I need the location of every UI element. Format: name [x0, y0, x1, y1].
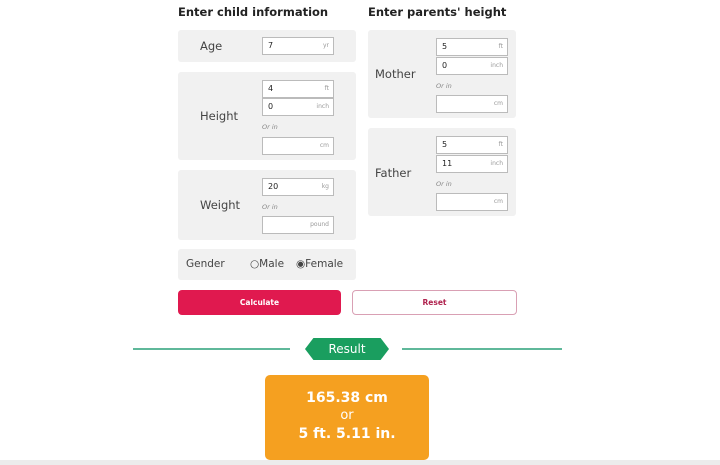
calculate-button[interactable]: Calculate [178, 290, 341, 315]
gender-label: Gender [186, 258, 225, 270]
mother-ft-input[interactable]: 5 ft [436, 38, 508, 56]
cm-unit: cm [493, 100, 503, 107]
age-input[interactable]: 7 yr [262, 37, 334, 55]
weight-kg-input[interactable]: 20 kg [262, 178, 334, 196]
kg-unit: kg [321, 183, 329, 190]
cm-unit: cm [319, 142, 329, 149]
mother-panel: Mother 5 ft 0 inch Or in cm [368, 30, 516, 118]
height-inch-input[interactable]: 0 inch [262, 98, 334, 116]
father-cm-input[interactable]: cm [436, 193, 508, 211]
height-inch-value: 0 [268, 102, 274, 111]
parents-height-heading: Enter parents' height [368, 5, 507, 19]
gender-female-radio[interactable]: ◉Female [296, 258, 343, 270]
mother-label: Mother [375, 67, 416, 81]
father-ft-value: 5 [442, 140, 448, 149]
result-divider-left [133, 348, 290, 350]
father-panel: Father 5 ft 11 inch Or in cm [368, 128, 516, 216]
result-box: 165.38 cm or 5 ft. 5.11 in. [265, 375, 429, 460]
or-in-label: Or in [436, 180, 452, 188]
bottom-bar [0, 460, 720, 465]
age-unit: yr [322, 42, 329, 49]
result-cm: 165.38 cm [306, 390, 388, 406]
age-value: 7 [268, 41, 274, 50]
mother-cm-input[interactable]: cm [436, 95, 508, 113]
father-ft-input[interactable]: 5 ft [436, 136, 508, 154]
gender-male-radio[interactable]: ○Male [250, 258, 284, 270]
inch-unit: inch [316, 103, 329, 110]
mother-ft-value: 5 [442, 42, 448, 51]
female-label: Female [305, 258, 344, 270]
mother-inch-value: 0 [442, 61, 448, 70]
gender-panel: Gender ○Male ◉Female [178, 249, 356, 280]
or-in-label: Or in [436, 82, 452, 90]
age-label: Age [200, 39, 223, 53]
cm-unit: cm [493, 198, 503, 205]
result-ft-in: 5 ft. 5.11 in. [298, 426, 396, 442]
radio-checked-icon: ◉ [296, 258, 306, 270]
father-inch-value: 11 [442, 159, 453, 168]
or-in-label: Or in [262, 123, 278, 131]
weight-kg-value: 20 [268, 182, 279, 191]
height-panel: Height 4 ft 0 inch Or in cm [178, 72, 356, 160]
height-cm-input[interactable]: cm [262, 137, 334, 155]
result-divider-right [402, 348, 562, 350]
height-label: Height [200, 109, 239, 123]
inch-unit: inch [490, 160, 503, 167]
radio-unchecked-icon: ○ [250, 258, 260, 270]
male-label: Male [259, 258, 285, 270]
weight-label: Weight [200, 198, 241, 212]
ft-unit: ft [498, 141, 503, 148]
ft-unit: ft [498, 43, 503, 50]
height-ft-input[interactable]: 4 ft [262, 80, 334, 98]
height-ft-value: 4 [268, 84, 274, 93]
inch-unit: inch [490, 62, 503, 69]
pound-unit: pound [310, 221, 329, 228]
father-label: Father [375, 166, 412, 180]
result-or: or [340, 408, 354, 423]
child-info-heading: Enter child information [178, 5, 329, 19]
or-in-label: Or in [262, 203, 278, 211]
age-panel: Age 7 yr [178, 30, 356, 62]
result-badge: Result [305, 338, 389, 360]
weight-panel: Weight 20 kg Or in pound [178, 170, 356, 240]
weight-pound-input[interactable]: pound [262, 216, 334, 234]
ft-unit: ft [324, 85, 329, 92]
reset-button[interactable]: Reset [352, 290, 517, 315]
father-inch-input[interactable]: 11 inch [436, 155, 508, 173]
mother-inch-input[interactable]: 0 inch [436, 57, 508, 75]
